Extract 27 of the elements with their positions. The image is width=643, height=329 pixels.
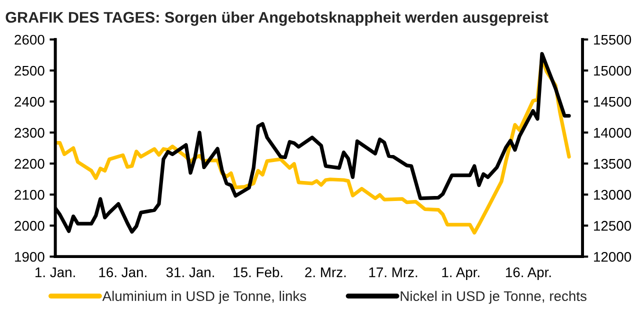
y2-tick-label: 14500 <box>594 96 632 107</box>
y2-tick-label: 15500 <box>594 34 632 45</box>
y-tick-label: 2100 <box>14 190 44 200</box>
legend-label: Nickel in USD je Tonne, rechts <box>400 290 586 304</box>
x-tick-label: 15. Feb. <box>234 267 282 278</box>
y-tick-label: 2600 <box>14 34 44 45</box>
y2-tick-label: 14000 <box>594 128 632 138</box>
x-tick-label: 1. Apr. <box>442 268 480 280</box>
x-tick-label: 1. Jan. <box>36 268 75 278</box>
x-tick-label: 17. Mrz. <box>369 268 418 278</box>
x-tick-label: 2. Mrz. <box>305 267 346 278</box>
y-tick-label: 2000 <box>14 220 44 231</box>
y-tick-label: 2200 <box>14 158 44 169</box>
y2-tick-label: 12500 <box>594 220 632 231</box>
x-tick-label: 31. Jan. <box>166 267 214 278</box>
x-tick-label: 16. Jan. <box>99 267 146 278</box>
y-tick-label: 1900 <box>15 252 44 262</box>
chart-title: GRAFIK DES TAGES: Sorgen über Angebotsknappheit werden ausgepreist <box>6 12 548 26</box>
y2-tick-label: 15000 <box>594 66 632 76</box>
legend-label: Aluminium in USD je Tonne, links <box>102 290 306 304</box>
y2-tick-label: 13500 <box>594 158 632 169</box>
x-tick-label: 16. Apr. <box>506 267 551 280</box>
y-tick-label: 2400 <box>14 96 44 107</box>
y-tick-label: 2500 <box>14 66 44 76</box>
y2-tick-label: 13000 <box>594 190 632 200</box>
y2-tick-label: 12000 <box>594 252 632 262</box>
y-tick-label: 2300 <box>14 128 44 138</box>
